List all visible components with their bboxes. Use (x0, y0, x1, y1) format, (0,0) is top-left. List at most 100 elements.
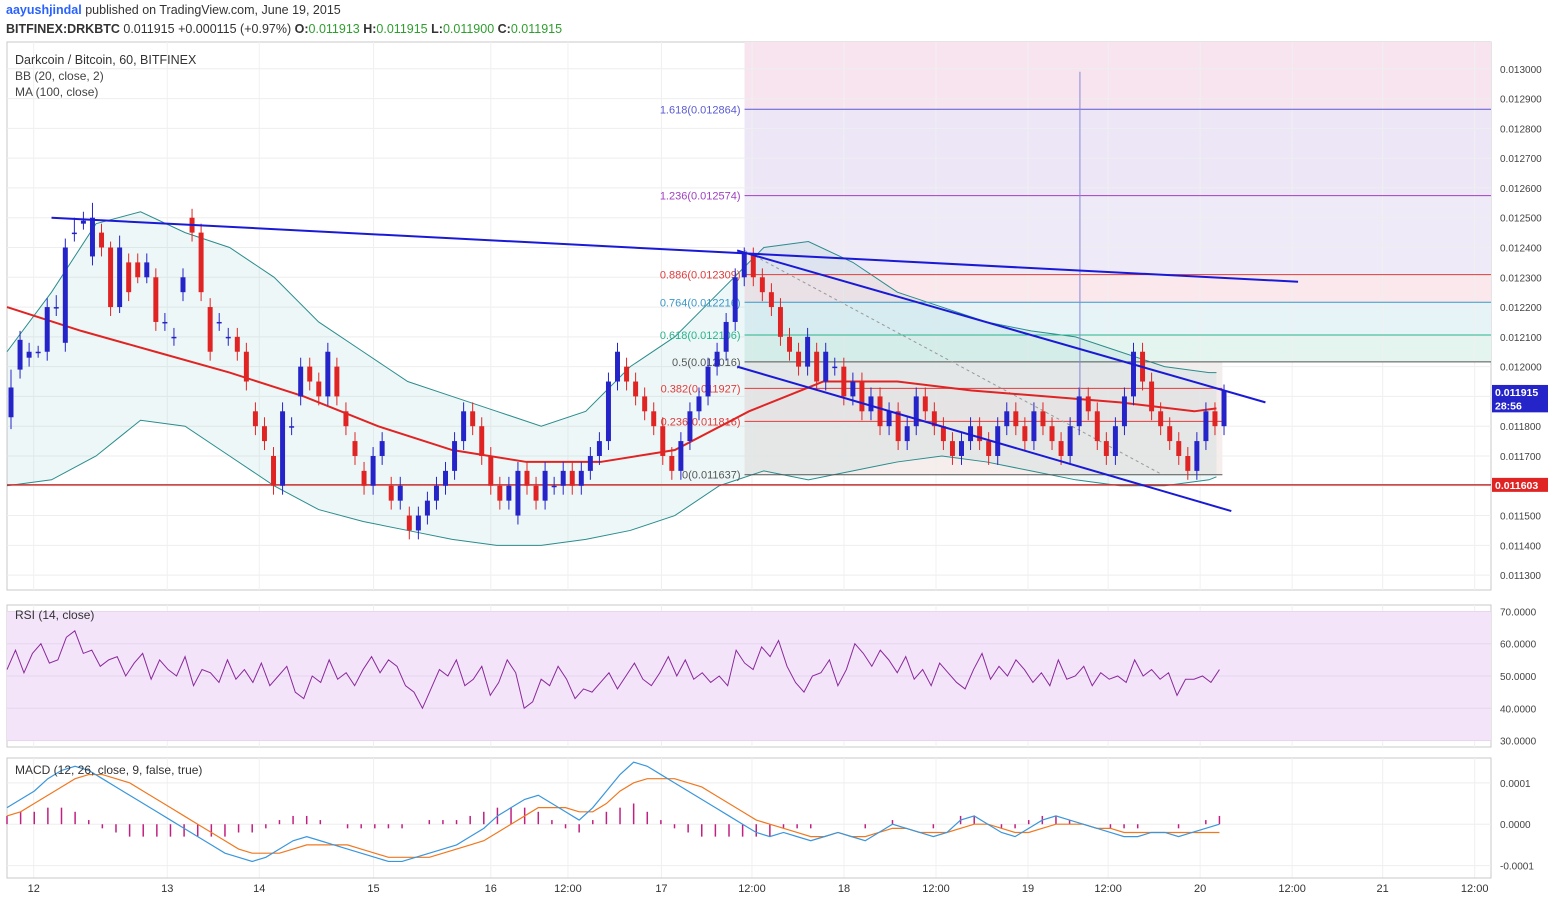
last-price: 0.011915 (123, 22, 175, 36)
time-tick-label: 13 (161, 883, 173, 895)
time-tick-label: 14 (253, 883, 265, 895)
rsi-tick-label: 40.0000 (1500, 704, 1537, 715)
candle-body (968, 426, 974, 442)
candle-body (533, 485, 539, 501)
ohlc-close: 0.011915 (510, 22, 563, 36)
candle-body (1004, 411, 1010, 427)
chart-canvas[interactable]: 0.0113000.0114000.0115000.0116000.011700… (0, 40, 1556, 907)
candle-body (506, 485, 512, 501)
trendline (736, 365, 1232, 513)
ohlc-high: 0.011915 (376, 22, 428, 36)
fib-level-label: 0.618(0.012106) (660, 330, 741, 342)
candle-body (316, 381, 322, 397)
candle-body (959, 441, 964, 456)
candle-body (225, 336, 231, 339)
candle-body (26, 351, 32, 358)
candle-body (723, 321, 729, 352)
candle-body (1022, 426, 1028, 442)
candle-body (787, 336, 792, 352)
time-tick-label: 15 (367, 883, 379, 895)
candle-body (1158, 411, 1164, 427)
candle-body (117, 247, 123, 308)
bollinger-band-fill (7, 211, 1217, 546)
macd-tick-label: -0.0001 (1500, 862, 1534, 873)
candle-body (551, 485, 557, 488)
candle-body (515, 470, 521, 516)
author-link[interactable]: aayushjindal (6, 3, 82, 17)
symbol-name[interactable]: BITFINEX:DRKBTC (6, 22, 120, 36)
candle-body (307, 366, 313, 382)
time-tick-label: 12:00 (1094, 883, 1122, 895)
candle-body (895, 411, 901, 442)
candle-body (325, 351, 331, 397)
candle-body (940, 426, 946, 442)
fib-zone (744, 335, 1491, 362)
candle-body (524, 470, 530, 486)
candle-body (198, 232, 204, 293)
fib-diagonal (744, 250, 1163, 476)
ohlc-high-key: H: (363, 22, 377, 36)
symbol-line: BITFINEX:DRKBTC 0.011915 +0.000115 (+0.9… (6, 22, 562, 36)
candle-body (153, 277, 159, 322)
price-tick-label: 0.012400 (1500, 244, 1542, 255)
candle-body (841, 366, 847, 397)
candle-body (624, 366, 630, 382)
candle-body (470, 411, 476, 427)
fib-level-label: 1.236(0.012574) (660, 191, 741, 203)
ohlc-open-key: O: (294, 22, 309, 36)
candle-body (171, 336, 177, 339)
time-tick-label: 19 (1022, 883, 1034, 895)
candle-body (1094, 411, 1100, 442)
fib-level-label: 0.5(0.012016) (672, 357, 741, 369)
rsi-tick-label: 50.0000 (1500, 672, 1537, 683)
candle-body (904, 426, 910, 442)
candle-body (1167, 426, 1173, 442)
candle-body (1176, 441, 1182, 456)
candle-body (271, 455, 277, 486)
candle-body (35, 351, 41, 354)
candle-body (361, 470, 367, 486)
price-tick-label: 0.012600 (1500, 184, 1542, 195)
candle-body (913, 396, 919, 427)
candle-body (334, 366, 340, 397)
trendline (736, 249, 1266, 404)
macd-tick-label: 0.0000 (1500, 820, 1531, 831)
candle-body (1076, 396, 1082, 427)
trendline (51, 216, 1299, 283)
candle-body (17, 339, 23, 370)
candle-body (995, 426, 1001, 456)
price-tick-label: 0.013000 (1500, 65, 1542, 76)
time-tick-label: 17 (655, 883, 667, 895)
candle-body (1203, 411, 1209, 442)
price-tick-label: 0.011800 (1500, 422, 1541, 433)
fib-level-label: 0.886(0.012309) (660, 270, 741, 282)
candle-body (1031, 411, 1037, 442)
candle-body (1013, 411, 1019, 427)
time-tick-label: 18 (838, 883, 850, 895)
time-tick-label: 12 (28, 883, 40, 895)
price-tick-label: 0.012300 (1500, 273, 1542, 284)
candle-body (823, 351, 829, 382)
macd-signal-line (6, 773, 1220, 858)
candle-body (569, 470, 575, 486)
rsi-tick-label: 70.0000 (1500, 607, 1537, 618)
candle-body (922, 396, 928, 412)
fib-zone (744, 302, 1491, 336)
candle-body (406, 515, 412, 531)
price-tick-label: 0.012700 (1500, 154, 1542, 165)
price-tick-label: 0.011300 (1500, 571, 1541, 582)
candle-body (370, 455, 376, 486)
price-tick-label: 0.012800 (1500, 124, 1542, 135)
fib-level-label: 0(0.011637) (682, 470, 741, 482)
candle-body (497, 485, 503, 501)
candle-body (135, 262, 141, 278)
candle-body (949, 441, 955, 456)
candle-body (415, 515, 421, 531)
macd-line (6, 761, 1220, 863)
time-tick-label: 12:00 (1461, 883, 1489, 895)
fib-level-label: 0.764(0.012216) (660, 297, 741, 309)
candle-body (1149, 381, 1155, 412)
candle-body (750, 253, 756, 278)
candle-body (814, 351, 820, 382)
candle-body (252, 411, 258, 427)
